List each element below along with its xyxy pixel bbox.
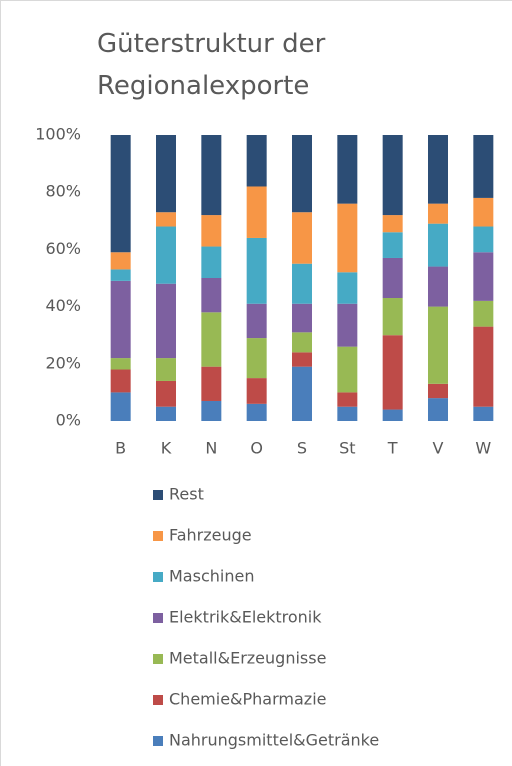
bar-segment bbox=[473, 135, 494, 198]
bar-segment bbox=[473, 197, 494, 227]
bar-segment bbox=[382, 135, 403, 216]
bar-segment bbox=[292, 366, 312, 421]
bar-segment bbox=[201, 400, 222, 421]
bar-segment bbox=[246, 237, 267, 304]
legend-label: Nahrungsmittel&Getränke bbox=[169, 731, 379, 750]
y-tick-label: 20% bbox=[45, 353, 81, 372]
bar-segment bbox=[292, 303, 312, 333]
bar-segment bbox=[156, 283, 176, 359]
chart-title: Güterstruktur der Regionalexporte bbox=[97, 29, 326, 101]
bar-segment bbox=[201, 246, 222, 278]
bar-segment bbox=[337, 203, 358, 273]
y-tick-label: 80% bbox=[45, 182, 81, 201]
legend-swatch bbox=[153, 572, 163, 582]
bar-segment bbox=[201, 366, 222, 401]
legend-label: Chemie&Pharmazie bbox=[169, 690, 326, 709]
bar-segment bbox=[110, 358, 131, 370]
x-tick-label: St bbox=[339, 439, 355, 458]
bar-segment bbox=[337, 392, 358, 407]
x-tick-label: O bbox=[250, 439, 263, 458]
bar-segment bbox=[246, 135, 267, 187]
bar-segment bbox=[246, 338, 267, 379]
x-tick-label: N bbox=[205, 439, 217, 458]
x-tick-label: B bbox=[115, 439, 126, 458]
x-tick-label: W bbox=[475, 439, 491, 458]
y-tick-label: 0% bbox=[56, 411, 81, 430]
bar-segment bbox=[246, 403, 267, 421]
bar-segment bbox=[110, 269, 131, 281]
legend-swatch bbox=[153, 613, 163, 623]
bar-segment bbox=[201, 278, 222, 313]
bar-segment bbox=[156, 406, 176, 421]
bar-segment bbox=[201, 312, 222, 367]
y-tick-label: 60% bbox=[45, 239, 81, 258]
y-tick-label: 40% bbox=[45, 296, 81, 315]
bar-segment bbox=[382, 335, 403, 410]
legend-swatch bbox=[153, 695, 163, 705]
bar-segment bbox=[156, 135, 176, 213]
bar-segment bbox=[473, 226, 494, 253]
bar-segment bbox=[110, 135, 131, 253]
bar-segment bbox=[292, 332, 312, 353]
bar-segment bbox=[110, 252, 131, 270]
bar-segment bbox=[428, 135, 448, 204]
bar-segment bbox=[473, 300, 494, 327]
bar-segment bbox=[292, 263, 312, 304]
bar-segment bbox=[382, 215, 403, 233]
x-tick-label: S bbox=[297, 439, 307, 458]
bar-segment bbox=[337, 135, 358, 204]
bar-segment bbox=[246, 303, 267, 339]
legend-swatch bbox=[153, 531, 163, 541]
bar-segment bbox=[382, 257, 403, 299]
bar-segment bbox=[428, 223, 448, 267]
bar-segment bbox=[156, 358, 176, 381]
bar-segment bbox=[428, 266, 448, 307]
bar-segment bbox=[473, 252, 494, 301]
bar-segment bbox=[246, 378, 267, 404]
bar-segment bbox=[337, 272, 358, 304]
bar-segment bbox=[337, 406, 358, 421]
bar-segment bbox=[110, 369, 131, 393]
legend-swatch bbox=[153, 490, 163, 500]
legend-swatch bbox=[153, 654, 163, 664]
bar-segment bbox=[337, 303, 358, 347]
legend-label: Elektrik&Elektronik bbox=[169, 608, 322, 627]
bar-segment bbox=[156, 212, 176, 227]
bar-segment bbox=[110, 280, 131, 359]
bar-segment bbox=[428, 398, 448, 421]
x-tick-label: V bbox=[433, 439, 444, 458]
bar-segment bbox=[201, 135, 222, 216]
bar-segment bbox=[156, 226, 176, 284]
bar-segment bbox=[201, 215, 222, 247]
bar-segment bbox=[428, 306, 448, 384]
bar-segment bbox=[292, 212, 312, 264]
legend-label: Maschinen bbox=[169, 567, 254, 586]
bar-segment bbox=[246, 186, 267, 238]
bar-segment bbox=[473, 406, 494, 421]
bar-segment bbox=[382, 298, 403, 336]
bar-segment bbox=[292, 352, 312, 367]
x-tick-label: T bbox=[387, 439, 398, 458]
legend-label: Rest bbox=[169, 485, 204, 504]
bar-segment bbox=[428, 203, 448, 224]
x-tick-label: K bbox=[161, 439, 172, 458]
y-tick-label: 100% bbox=[35, 125, 81, 144]
bar-segment bbox=[473, 326, 494, 407]
legend-label: Fahrzeuge bbox=[169, 526, 252, 545]
bar-segment bbox=[428, 383, 448, 399]
bar-segment bbox=[156, 380, 176, 407]
legend-label: Metall&Erzeugnisse bbox=[169, 649, 326, 668]
bar-segment bbox=[292, 135, 312, 213]
bar-segment bbox=[110, 392, 131, 421]
bar-segment bbox=[382, 409, 403, 421]
legend-swatch bbox=[153, 736, 163, 746]
bar-segment bbox=[337, 346, 358, 393]
bar-segment bbox=[382, 232, 403, 258]
